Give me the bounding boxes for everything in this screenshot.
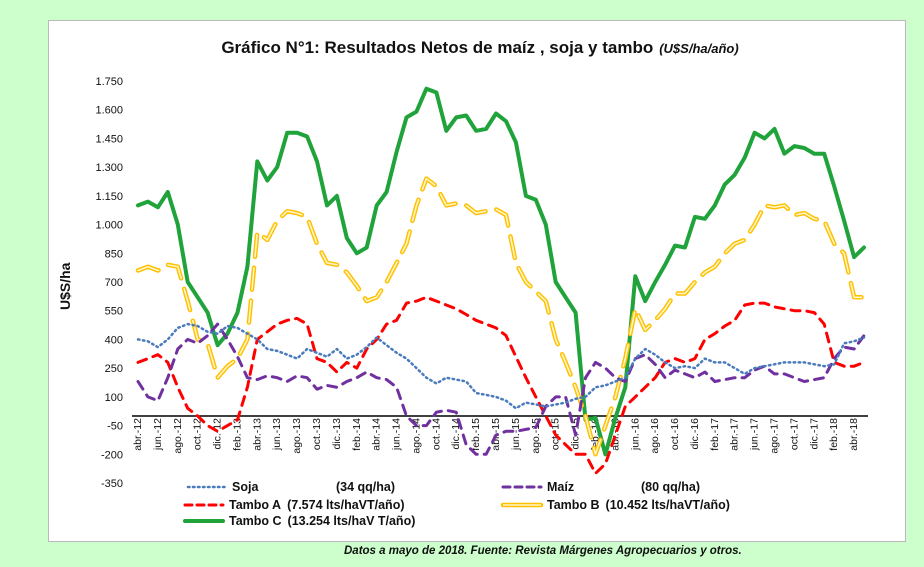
x-tick-label: dic.-16: [689, 418, 701, 450]
legend: Soja (34 qq/ha) Maíz (80 qq/ha) Tambo A (7.57…: [183, 480, 730, 528]
x-tick-label: jun.-16: [629, 418, 641, 451]
series-line-inner-tambo-b: [137, 177, 865, 456]
y-tick-label: 400: [105, 334, 123, 346]
legend-label-tambo-b: Tambo B: [547, 498, 600, 512]
chart-title: Gráfico N°1: Resultados Netos de maíz , …: [120, 38, 840, 58]
x-tick-label: abr.-18: [848, 418, 860, 451]
legend-detail-ma-z: (80 qq/ha): [641, 480, 700, 494]
series-line-tambo-a: [136, 295, 866, 475]
y-tick-label: 1.450: [95, 133, 123, 145]
x-tick-label: oct.-16: [669, 418, 681, 450]
x-tick-label: oct.-12: [192, 418, 204, 450]
x-tick-label: ago.-15: [530, 418, 542, 454]
x-tick-label: feb.-14: [351, 418, 363, 451]
legend-detail-soja: (34 qq/ha): [336, 480, 395, 494]
x-tick-label: feb.-17: [709, 418, 721, 451]
y-tick-labels: -350 -200 -50 100 250 400 550 700 850 1.000 1.150 1…: [95, 76, 123, 490]
y-tick-label: 1.000: [95, 220, 123, 232]
x-tick-label: abr.-17: [729, 418, 741, 451]
x-tick-label: jun.-12: [152, 418, 164, 451]
x-tick-label: ago.-17: [768, 418, 780, 454]
legend-detail-tambo-b: (10.452 lts/haVT/año): [606, 498, 730, 512]
legend-detail-tambo-c: (13.254 lts/haV T/año): [288, 514, 416, 528]
series-line-tambo-b: [135, 176, 867, 457]
chart-title-units: (U$S/ha/año): [659, 41, 739, 56]
y-tick-label: 1.150: [95, 191, 123, 203]
series-layer: [135, 86, 867, 475]
y-tick-label: -50: [107, 421, 123, 433]
y-tick-label: 550: [105, 306, 123, 318]
footer-source: Datos a mayo de 2018. Fuente: Revista Má…: [344, 545, 742, 557]
y-tick-label: 1.600: [95, 105, 123, 117]
legend-detail-tambo-a: (7.574 lts/haVT/año): [287, 498, 404, 512]
x-tick-label: dic.-17: [808, 418, 820, 450]
series-line-ma-z: [136, 322, 866, 456]
y-tick-label: 250: [105, 363, 123, 375]
x-tick-label: dic.-13: [331, 418, 343, 450]
y-tick-label: 100: [105, 392, 123, 404]
x-tick-label: oct.-14: [430, 418, 442, 450]
series-line-soja: [136, 322, 866, 410]
x-tick-label: jun.-15: [510, 418, 522, 451]
x-tick-label: abr.-14: [371, 418, 383, 451]
x-tick-label: jun.-13: [271, 418, 283, 451]
x-tick-label: abr.-12: [132, 418, 144, 451]
legend-label-ma-z: Maíz: [547, 480, 574, 494]
x-tick-label: dic.-12: [212, 418, 224, 450]
x-tick-label: feb.-18: [828, 418, 840, 451]
legend-label-tambo-a: Tambo A: [229, 498, 281, 512]
x-tick-label: ago.-14: [410, 418, 422, 454]
chart-title-text: Gráfico N°1: Resultados Netos de maíz , …: [221, 38, 654, 57]
y-tick-label: -200: [101, 449, 123, 461]
y-tick-label: 850: [105, 248, 123, 260]
y-tick-label: 700: [105, 277, 123, 289]
x-tick-label: ago.-16: [649, 418, 661, 454]
x-tick-label: abr.-13: [251, 418, 263, 451]
y-tick-label: -350: [101, 478, 123, 490]
y-tick-label: 1.300: [95, 162, 123, 174]
legend-label-soja: Soja: [232, 480, 259, 494]
x-tick-label: ago.-12: [172, 418, 184, 454]
x-tick-label: oct.-17: [788, 418, 800, 450]
y-tick-label: 1.750: [95, 76, 123, 88]
x-tick-label: feb.-13: [231, 418, 243, 451]
x-tick-label: jun.-14: [391, 418, 403, 451]
x-tick-label: ago.-13: [291, 418, 303, 454]
x-tick-label: feb.-15: [470, 418, 482, 451]
x-tick-label: jun.-17: [749, 418, 761, 451]
x-tick-label: oct.-13: [311, 418, 323, 450]
series-line-tambo-c: [136, 86, 866, 457]
legend-label-tambo-c: Tambo C: [229, 514, 282, 528]
